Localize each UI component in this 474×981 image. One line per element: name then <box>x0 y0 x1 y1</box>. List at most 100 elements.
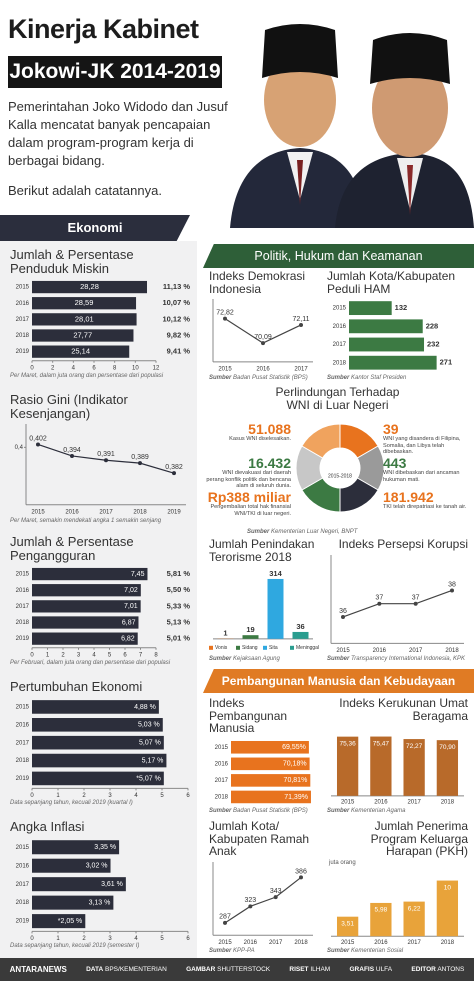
chart-panel: Jumlah Kota/ Kabupaten Ramah Anak 287 2015… <box>207 820 319 955</box>
bar <box>32 858 111 873</box>
chart-footnote: Sumber KPP-PA <box>207 947 319 955</box>
x-tick-label: 3 <box>108 936 112 942</box>
wni-panel: Perlindungan Terhadap WNI di Luar Negeri… <box>205 385 470 536</box>
value-label: 5,98 <box>375 906 388 913</box>
source-label: Sumber <box>209 808 232 814</box>
value-label: 9,82 % <box>167 331 191 340</box>
wni-item: 51.088 Kasus WNI diselesaikan. <box>205 422 291 443</box>
chart-panel: Jumlah Penerima Program Keluarga Harapan… <box>325 820 470 955</box>
chart-panel: Jumlah Kota/Kabupaten Peduli HAM 2015 132 2… <box>325 270 470 382</box>
chart-panel: Angka Inflasi 2015 3,35 % 2016 3,02 % 2017 3,6… <box>8 820 192 950</box>
value-label: 271 <box>440 358 453 367</box>
category-label: 2019 <box>16 637 30 643</box>
category-label: 2019 <box>16 776 30 782</box>
x-tick-label: 1 <box>46 653 50 659</box>
wni-value: 16.432 <box>248 455 291 471</box>
source: Transparency International Indonesia, KP… <box>351 656 465 662</box>
category-label: 2015 <box>333 306 347 312</box>
inner-label: 25,14 <box>71 347 90 356</box>
credit-name: BPS/KEMENTERIAN <box>105 966 167 973</box>
category-label: 2017 <box>16 740 30 746</box>
value-label: 3,61 % <box>101 881 123 888</box>
value-label: 10,07 % <box>162 298 190 307</box>
category-label: 2016 <box>373 648 387 654</box>
credit: GAMBAR SHUTTERSTOCK <box>186 966 270 973</box>
chart-title: Indeks Kerukunan Umat Beragama <box>339 696 468 723</box>
value-label: 386 <box>295 868 307 875</box>
source-label: Sumber <box>247 529 270 535</box>
bar <box>32 568 148 581</box>
bar <box>267 579 284 639</box>
source-label: Sumber <box>209 948 232 954</box>
credit-name: SHUTTERSTOCK <box>217 966 271 973</box>
wni-value: 51.088 <box>248 421 291 437</box>
x-tick-label: 1 <box>56 936 60 942</box>
category-label: 2017 <box>99 510 113 516</box>
brand: ANTARANEWS <box>9 965 67 974</box>
section-header: Ekonomi <box>0 215 190 241</box>
point <box>299 875 303 880</box>
category-label: 2018 <box>333 360 347 366</box>
credit-name: ANTONS <box>437 966 465 973</box>
value-label: 9,41 % <box>167 347 191 356</box>
legend-swatch <box>263 646 267 650</box>
bar <box>32 771 164 785</box>
source-label: Sumber <box>209 656 232 662</box>
credit-role: RISET <box>289 966 309 973</box>
chart-footnote: Sumber Transparency International Indone… <box>325 655 470 663</box>
x-tick-label: 5 <box>160 936 164 942</box>
credit: RISET ILHAM <box>289 966 330 973</box>
chart-panel: Rasio Gini (Indikator Kesenjangan) 0,4 0,4… <box>8 393 192 525</box>
x-tick-label: 12 <box>153 366 160 372</box>
chart-footnote: Data sepanjang tahun, kecuali 2019 (kuar… <box>8 799 192 807</box>
plot: 3,51 2015 5,98 2016 6,22 2017 10 2018 <box>331 880 464 946</box>
chart-title: Indeks Persepsi Korupsi <box>338 537 468 551</box>
chart-panel: Jumlah Penindakan Terorisme 2018 1 Vonis 19… <box>207 538 319 663</box>
source-label: Sumber <box>327 656 350 662</box>
bar <box>403 739 425 796</box>
category-label: 2019 <box>16 918 30 924</box>
bar <box>336 736 359 796</box>
x-tick-label: 0 <box>30 653 34 659</box>
inner-label: 28,01 <box>75 315 94 324</box>
lead: Berikut adalah catatannya. <box>8 183 162 198</box>
donut-segment <box>301 423 341 459</box>
x-tick-label: 2 <box>61 653 65 659</box>
value-label: 19 <box>246 625 254 634</box>
value-label: 228 <box>426 321 439 330</box>
value-label: 70,81% <box>284 777 308 784</box>
x-tick-label: 2 <box>51 366 55 372</box>
bar <box>231 740 309 754</box>
wni-text: WNI dievakuasi dari daerah perang konfli… <box>206 470 291 490</box>
point <box>248 904 253 909</box>
source: Badan Pusat Statistik (BPS) <box>233 375 308 381</box>
x-tick-label: 7 <box>139 653 143 659</box>
source: Kantor Staf Presiden <box>351 375 407 381</box>
value-label: 10 <box>444 884 452 891</box>
chart-footnote: Sumber Badan Pusat Statistik (BPS) <box>207 374 319 382</box>
value-label: 70,09 <box>254 334 272 341</box>
value-label: 10,12 % <box>162 315 190 324</box>
bar <box>231 790 311 804</box>
category-label: 2015 <box>16 844 30 850</box>
value-label: *5,07 % <box>136 775 161 782</box>
chart-title: Jumlah Kota/Kabupaten Peduli HAM <box>327 269 456 296</box>
category-label: 2018 <box>445 648 459 654</box>
value-label: 6,82 <box>121 636 135 643</box>
category-label: 2018 <box>294 940 308 946</box>
plot: 2015 132 2016 228 2017 232 2018 271 <box>333 301 453 370</box>
point <box>138 461 142 466</box>
x-tick-label: 1 <box>56 793 60 799</box>
wni-text: Kasus WNI diselesaikan. <box>229 436 291 442</box>
inner-label: 28,59 <box>75 298 94 307</box>
value-label: 0,402 <box>29 436 47 443</box>
category-label: 2015 <box>218 367 232 373</box>
chart-footnote: Per Februari, dalam juta orang dan perse… <box>8 659 192 667</box>
value-label: 5,17 % <box>142 757 164 764</box>
plot: 2015 69,55% 2016 70,18% 2017 70,81% 2018 71,39% <box>215 740 311 804</box>
plot: 1 Vonis 19 Sidang 314 Sita 36 Meninggal <box>209 569 319 651</box>
credit-role: DATA <box>86 966 104 973</box>
donut-center: 2015-2018 <box>328 473 352 479</box>
bar <box>370 736 392 796</box>
bar <box>32 699 159 714</box>
